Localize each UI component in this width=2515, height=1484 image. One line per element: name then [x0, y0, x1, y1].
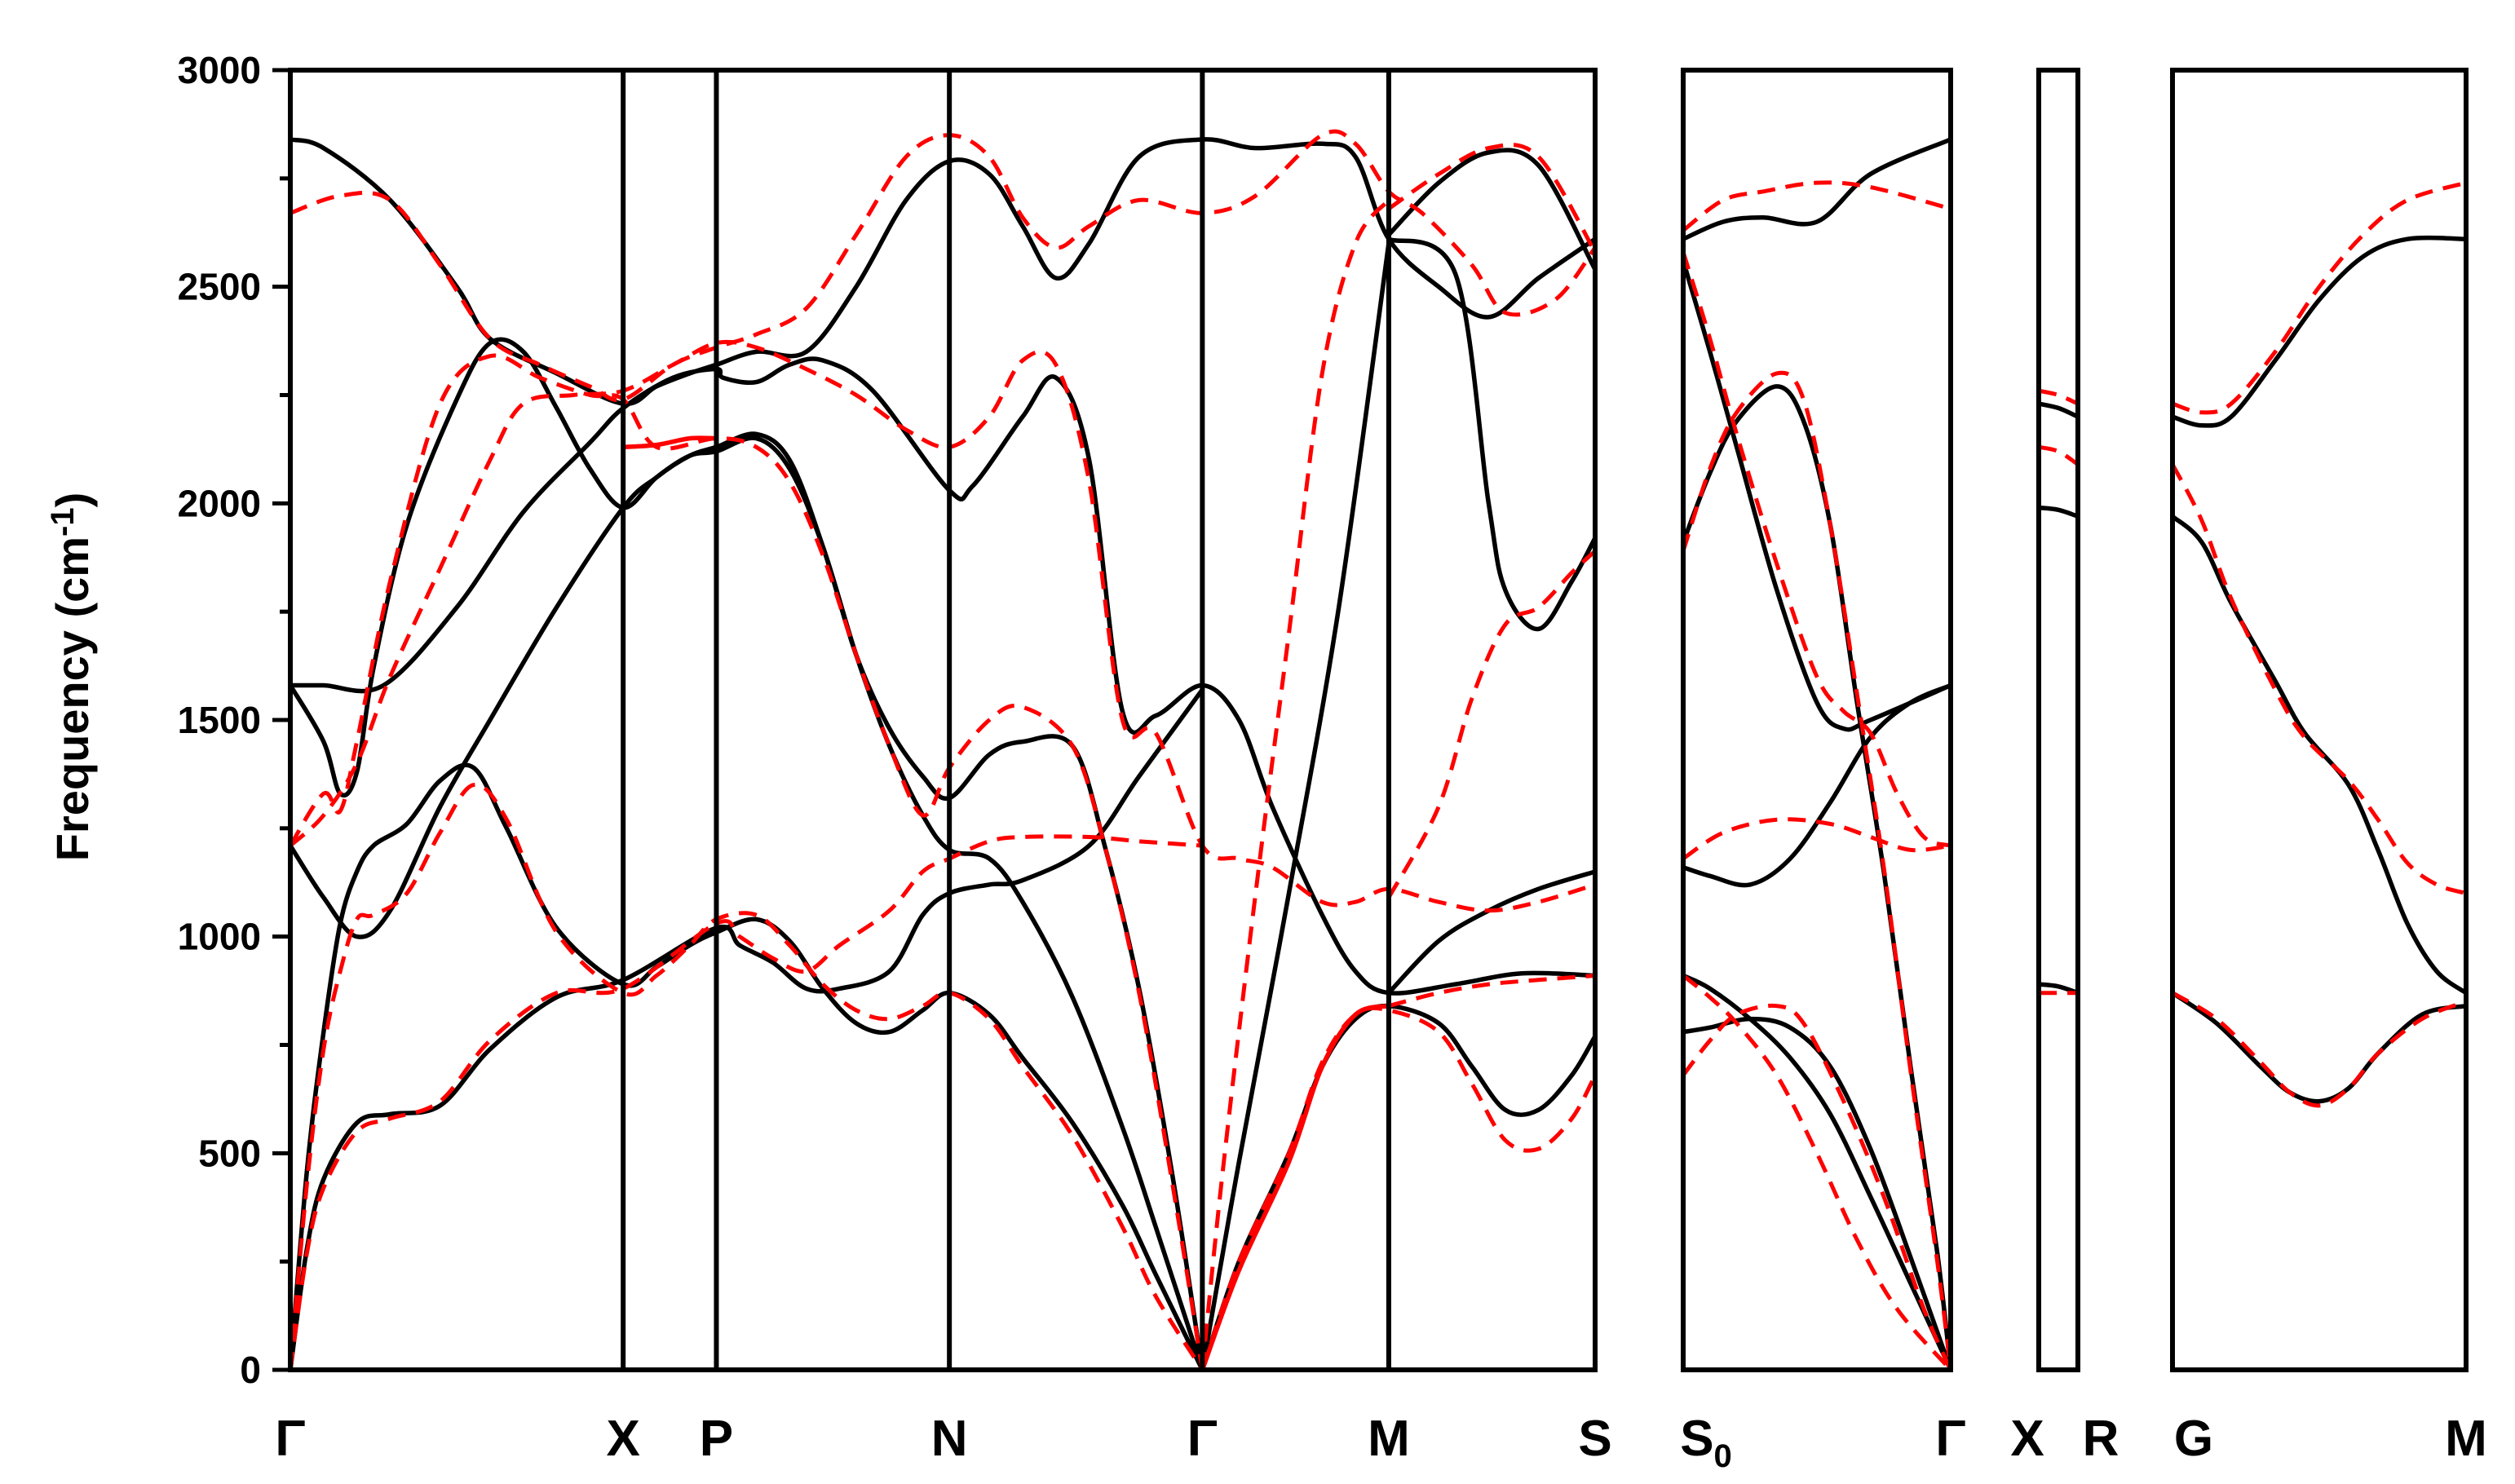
series-solid-panel2-1: [1682, 137, 1952, 241]
series-redsolid-panel1-22: [622, 435, 717, 450]
series-dashed-panel2-9: [1681, 370, 1953, 1371]
series-solid-panel2-4: [1682, 682, 1952, 888]
kpoint-label-Gp: G: [2174, 1411, 2213, 1467]
series-solid-panel2-5: [1682, 973, 1953, 1371]
series-redsolid-panel1-23: [1200, 1003, 1390, 1371]
series-solid-panel1-2: [1386, 148, 1598, 271]
series-dashed-panel1-12: [290, 129, 1598, 403]
y-tick-label-0: 0: [240, 1349, 261, 1391]
series-solid-panel1-6: [288, 435, 1205, 1371]
panel-frame-2: [1681, 68, 1953, 1372]
kpoint-label-G2: Γ: [1187, 1411, 1218, 1467]
kpoint-label-M1: M: [1368, 1411, 1410, 1467]
series-dashed-panel1-16: [288, 782, 1204, 1371]
kpoint-label-G1: Γ: [275, 1411, 305, 1467]
y-tick-label-1500: 1500: [178, 699, 261, 741]
series-dashed-panel1-19: [1200, 1005, 1598, 1371]
series-dashed-panel4-5: [2170, 463, 2467, 895]
kpoint-label-S0: S0: [1680, 1411, 1732, 1474]
y-axis: 0 500 1000 1500 2000 2500 3000: [178, 49, 290, 1391]
series-dashed-panel2-11: [1682, 1003, 1953, 1371]
kpoint-label-G3: Γ: [1935, 1411, 1965, 1467]
series-dashed-panel2-10: [1682, 817, 1951, 861]
series-dashed-panel2-7: [1682, 180, 1951, 232]
series-solid-panel2-2: [1681, 260, 1952, 732]
series-dashed-panel1-13: [1387, 143, 1598, 254]
panel-frame-3: [2036, 68, 2080, 1372]
series-dashed-panel1-21: [1386, 549, 1597, 899]
series-solid-panel3-2: [2038, 505, 2079, 519]
kpoint-label-P1: P: [700, 1411, 733, 1467]
panel-frame-1: [288, 68, 1598, 1372]
series-solid-panel1-3: [290, 356, 1596, 996]
series-dashed-panel1-20: [1388, 974, 1596, 1009]
series-dashed-panel3-5: [2038, 444, 2080, 466]
kpoint-label-M2: M: [2445, 1411, 2487, 1467]
series-dashed-panel1-17: [288, 834, 1203, 1371]
y-tick-label-3000: 3000: [178, 49, 261, 91]
series-solid-panel1-9: [1200, 1003, 1598, 1371]
y-axis-title: Frequency (cm-1): [45, 492, 98, 862]
kpoint-label-X2: X: [2010, 1411, 2044, 1467]
series-dashed-panel2-12: [1682, 974, 1952, 1371]
series-dashed-panel3-4: [2038, 388, 2080, 406]
series-solid-panel4-1: [2172, 235, 2467, 428]
series-solid-panel1-8: [1200, 243, 1391, 1371]
series-dashed-panel4-6: [2171, 991, 2467, 1108]
series-dashed-panel1-15: [288, 353, 1204, 1371]
series-solid-panel1-7: [288, 688, 1204, 1371]
series-solid-panel1-11: [1387, 236, 1598, 632]
kpoint-labels: Γ X P N Γ M S S0 Γ X R G M: [275, 1411, 2486, 1474]
y-tick-label-500: 500: [198, 1132, 261, 1174]
kpoint-label-S1: S: [1578, 1411, 1611, 1467]
kpoint-label-R1: R: [2083, 1411, 2119, 1467]
series-dashed-panel1-18: [1200, 198, 1390, 1371]
series-dashed-panel2-8: [1681, 251, 1951, 848]
curves-layer: [288, 129, 2468, 1371]
frames-layer: [288, 68, 2469, 1372]
kpoint-label-N1: N: [931, 1411, 968, 1467]
series-dashed-panel1-14: [289, 339, 1596, 913]
kpoint-label-X1: X: [606, 1411, 639, 1467]
series-dashed-panel4-4: [2172, 180, 2467, 415]
series-solid-panel3-1: [2038, 401, 2080, 419]
panel-frame-4: [2170, 68, 2469, 1372]
series-solid-panel1-1: [290, 137, 1597, 406]
series-solid-panel4-3: [2171, 991, 2467, 1104]
y-tick-label-1000: 1000: [178, 916, 261, 958]
y-tick-label-2000: 2000: [178, 482, 261, 524]
y-tick-label-2500: 2500: [178, 266, 261, 308]
